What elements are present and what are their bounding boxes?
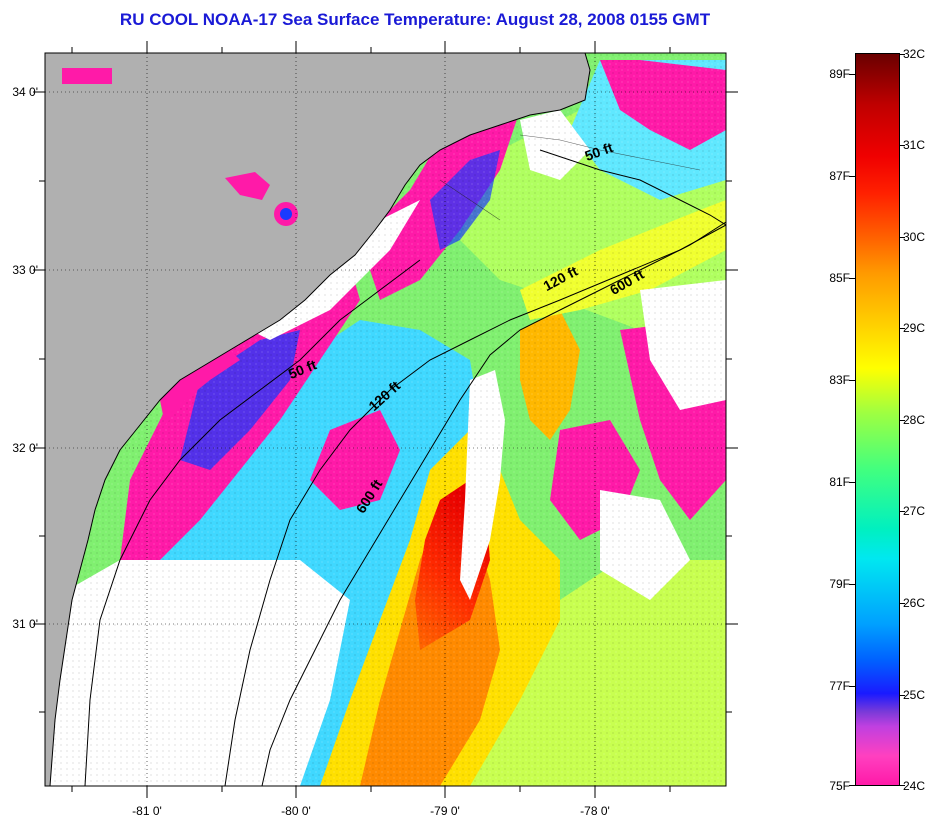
inland-patch-2: [225, 172, 270, 200]
colorbar-c-26: 26C: [903, 596, 926, 610]
lon-label-79: -79 0': [430, 804, 460, 818]
isobath-120ft: [224, 224, 726, 786]
land-mass: [45, 53, 590, 786]
lon-label-80: -80 0': [281, 804, 311, 818]
colorbar-c-29: 29C: [903, 321, 926, 335]
marsh-strip: [160, 350, 240, 425]
colorbar-f-87: 87F: [829, 169, 850, 183]
lat-label-33: 33 0': [12, 263, 38, 277]
coastline: [49, 53, 591, 786]
colorbar-f-77: 77F: [829, 679, 850, 693]
lat-ticks: [33, 91, 738, 713]
colorbar-c-31: 31C: [903, 138, 926, 152]
lon-label-81: -81 0': [132, 804, 162, 818]
colorbar-c-32: 32C: [903, 47, 926, 61]
map-title: RU COOL NOAA-17 Sea Surface Temperature:…: [119, 10, 711, 29]
temperature-colorbar: [855, 53, 900, 786]
inland-patch-1: [62, 68, 112, 84]
colorbar-c-24: 24C: [903, 779, 926, 793]
colorbar-f-89: 89F: [829, 67, 850, 81]
lat-label-34: 34 0': [12, 85, 38, 99]
lon-ticks: [71, 41, 671, 798]
colorbar-c-30: 30C: [903, 230, 926, 244]
colorbar-c-27: 27C: [903, 504, 926, 518]
colorbar-c-25: 25C: [903, 688, 926, 702]
colorbar-c-28: 28C: [903, 413, 926, 427]
colorbar-f-79: 79F: [829, 577, 850, 591]
shelf-contour-fine: [439, 134, 701, 221]
isobath-50ft: [84, 149, 726, 786]
lat-label-32: 32 0': [12, 441, 38, 455]
colorbar-f-75: 75F: [829, 779, 850, 793]
lon-label-78: -78 0': [580, 804, 610, 818]
colorbar-f-81: 81F: [829, 475, 850, 489]
lat-label-31: 31 0': [12, 617, 38, 631]
colorbar-f-85: 85F: [829, 271, 850, 285]
colorbar-f-83: 83F: [829, 373, 850, 387]
map-frame: [44, 52, 727, 787]
graticule: [45, 53, 726, 786]
